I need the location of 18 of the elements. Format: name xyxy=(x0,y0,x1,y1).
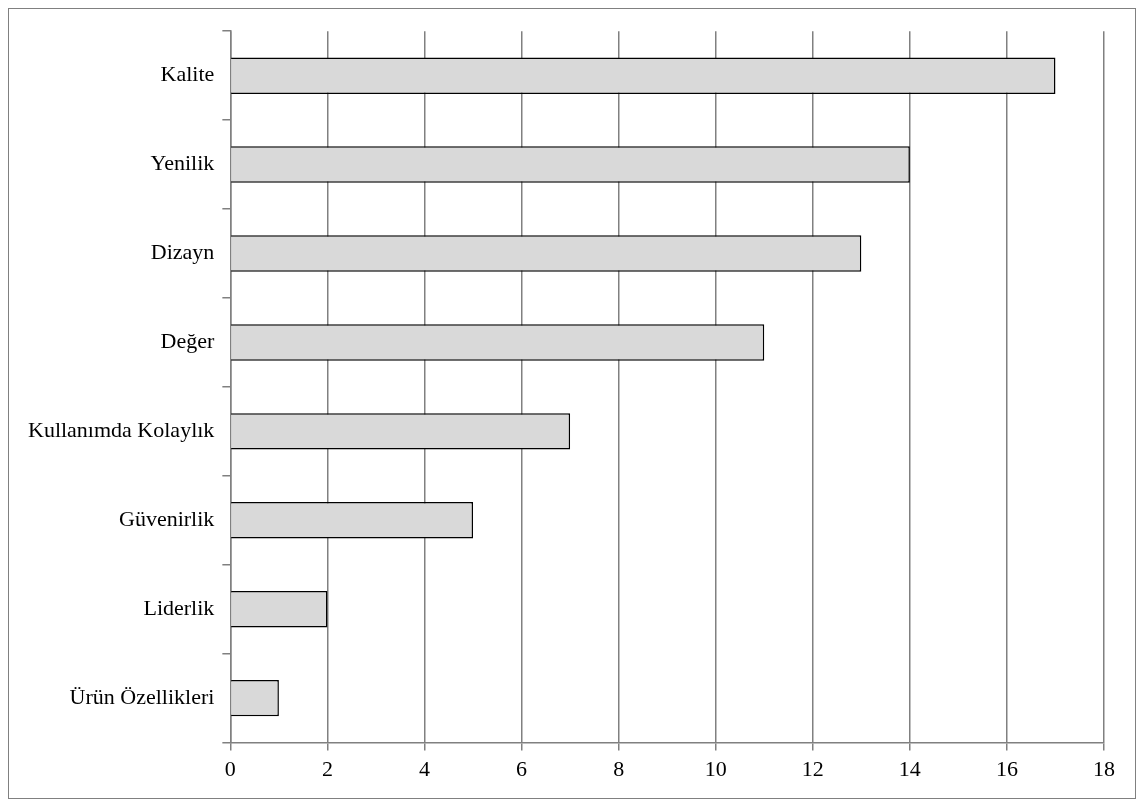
x-tick-label: 8 xyxy=(613,755,625,781)
y-tick-label: Ürün Özellikleri xyxy=(69,683,215,709)
y-tick-label: Değer xyxy=(160,328,216,354)
y-tick-label: Güvenirlik xyxy=(119,506,215,532)
x-tick-label: 4 xyxy=(419,755,430,781)
x-tick-label: 16 xyxy=(995,755,1018,781)
x-tick-label: 2 xyxy=(321,755,333,781)
y-tick-label: Yenilik xyxy=(150,150,215,176)
x-tick-label: 12 xyxy=(801,755,824,781)
x-tick-label: 0 xyxy=(224,755,236,781)
y-tick-label: Kullanımda Kolaylık xyxy=(28,417,215,443)
x-tick-label: 14 xyxy=(898,755,921,781)
x-tick-label: 6 xyxy=(516,755,528,781)
y-tick-label: Dizayn xyxy=(150,239,215,265)
x-tick-label: 10 xyxy=(704,755,727,781)
y-tick-label: Kalite xyxy=(160,61,215,87)
x-tick-label: 18 xyxy=(1093,755,1115,781)
y-tick-label: Liderlik xyxy=(143,594,215,620)
